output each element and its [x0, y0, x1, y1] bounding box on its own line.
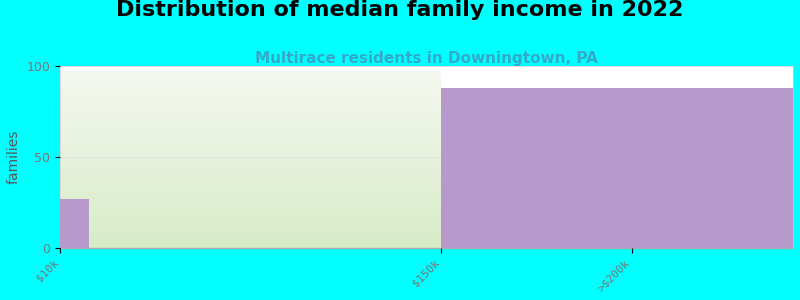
Bar: [60, 66, 442, 71]
Text: Distribution of median family income in 2022: Distribution of median family income in …: [116, 0, 684, 20]
Y-axis label: families: families: [7, 130, 21, 184]
Bar: [442, 66, 793, 88]
Title: Multirace residents in Downingtown, PA: Multirace residents in Downingtown, PA: [255, 51, 598, 66]
Bar: [60, 199, 90, 248]
Bar: [442, 88, 793, 248]
